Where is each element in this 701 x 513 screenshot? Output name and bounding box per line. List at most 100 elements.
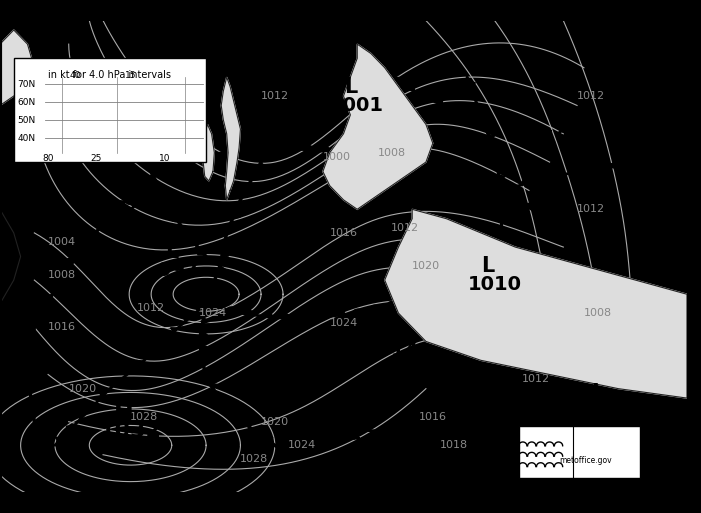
Polygon shape [203, 124, 215, 181]
Text: 1008: 1008 [48, 270, 76, 281]
Text: 15: 15 [125, 71, 136, 80]
Text: 40N: 40N [18, 133, 35, 143]
Polygon shape [555, 171, 566, 176]
Text: 1004: 1004 [48, 238, 76, 247]
Polygon shape [178, 227, 185, 232]
Polygon shape [359, 53, 366, 58]
Polygon shape [136, 360, 143, 365]
Polygon shape [383, 70, 390, 75]
Text: 60N: 60N [18, 97, 36, 107]
Polygon shape [217, 152, 229, 157]
Polygon shape [435, 166, 448, 172]
Polygon shape [195, 306, 202, 311]
Text: 10: 10 [159, 154, 170, 163]
Text: ×: × [201, 288, 211, 301]
Polygon shape [239, 418, 247, 423]
Polygon shape [156, 189, 163, 197]
Polygon shape [336, 148, 348, 153]
Text: L: L [557, 110, 570, 130]
Polygon shape [590, 165, 601, 170]
Polygon shape [370, 305, 381, 310]
Polygon shape [25, 399, 32, 405]
Polygon shape [140, 179, 148, 184]
Polygon shape [218, 266, 226, 271]
Polygon shape [473, 94, 480, 100]
Polygon shape [203, 318, 210, 324]
Polygon shape [213, 279, 221, 284]
Polygon shape [278, 111, 286, 116]
Polygon shape [233, 213, 240, 219]
Polygon shape [323, 44, 433, 209]
Polygon shape [37, 307, 46, 312]
Polygon shape [608, 163, 619, 168]
Polygon shape [386, 157, 398, 162]
Polygon shape [258, 163, 266, 168]
Polygon shape [0, 30, 34, 106]
Polygon shape [208, 291, 216, 297]
Polygon shape [186, 238, 196, 245]
Text: 1015: 1015 [350, 436, 405, 455]
Text: 1016: 1016 [329, 228, 358, 238]
Text: 1008: 1008 [378, 148, 406, 157]
Text: 1024: 1024 [329, 318, 358, 328]
Text: 1005: 1005 [543, 129, 597, 148]
Polygon shape [353, 309, 363, 314]
Text: 1028: 1028 [240, 455, 268, 464]
Bar [519, 426, 639, 478]
Polygon shape [252, 428, 259, 433]
Polygon shape [163, 203, 170, 207]
Polygon shape [573, 168, 583, 172]
Polygon shape [267, 145, 280, 150]
Polygon shape [31, 320, 39, 325]
Text: L: L [365, 417, 378, 437]
Polygon shape [205, 371, 212, 377]
Polygon shape [75, 246, 83, 251]
Text: 1012: 1012 [391, 223, 419, 233]
Polygon shape [369, 154, 381, 159]
Polygon shape [316, 313, 327, 318]
Polygon shape [478, 108, 485, 113]
Polygon shape [284, 98, 292, 103]
Text: 1014: 1014 [365, 341, 418, 361]
Text: 1016: 1016 [418, 412, 447, 422]
Polygon shape [419, 289, 430, 295]
Polygon shape [88, 404, 95, 408]
Polygon shape [210, 384, 217, 389]
Polygon shape [200, 345, 207, 350]
Text: 80: 80 [42, 154, 54, 163]
Polygon shape [496, 161, 503, 166]
Polygon shape [184, 159, 195, 165]
Polygon shape [268, 136, 276, 142]
Text: 1012: 1012 [577, 91, 605, 101]
Polygon shape [224, 239, 231, 245]
Text: 997: 997 [158, 261, 199, 280]
Text: 50N: 50N [18, 115, 36, 125]
Polygon shape [261, 313, 273, 318]
Polygon shape [250, 147, 262, 152]
Text: 1016: 1016 [48, 322, 76, 332]
Polygon shape [481, 184, 493, 190]
Polygon shape [524, 204, 536, 210]
Text: H: H [114, 400, 133, 424]
Polygon shape [501, 215, 508, 221]
Polygon shape [466, 177, 478, 184]
Polygon shape [334, 311, 346, 315]
Polygon shape [222, 77, 240, 200]
Text: 1024: 1024 [199, 308, 227, 318]
Polygon shape [238, 200, 246, 206]
Polygon shape [96, 223, 104, 228]
Polygon shape [227, 407, 235, 412]
Text: L: L [131, 176, 144, 195]
Text: 1000: 1000 [322, 152, 350, 163]
Polygon shape [233, 149, 245, 154]
Polygon shape [501, 256, 508, 262]
Polygon shape [44, 295, 52, 300]
Polygon shape [264, 150, 271, 155]
Text: 1010: 1010 [468, 275, 522, 294]
Polygon shape [295, 72, 303, 77]
Polygon shape [202, 358, 210, 364]
Polygon shape [483, 121, 490, 126]
Polygon shape [511, 196, 522, 203]
Polygon shape [318, 147, 331, 151]
Polygon shape [149, 177, 156, 182]
